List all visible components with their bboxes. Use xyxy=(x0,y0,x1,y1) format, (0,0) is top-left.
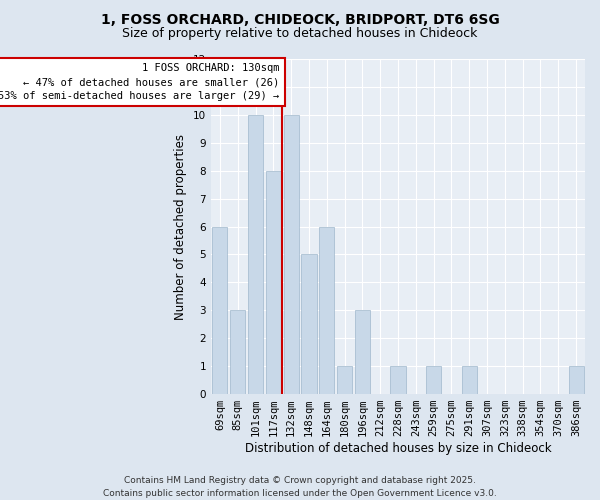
Bar xyxy=(391,366,406,394)
Text: Contains HM Land Registry data © Crown copyright and database right 2025.
Contai: Contains HM Land Registry data © Crown c… xyxy=(103,476,497,498)
Bar xyxy=(301,254,317,394)
X-axis label: Distribution of detached houses by size in Chideock: Distribution of detached houses by size … xyxy=(245,442,551,455)
Bar xyxy=(212,226,227,394)
Text: Size of property relative to detached houses in Chideock: Size of property relative to detached ho… xyxy=(122,28,478,40)
Bar xyxy=(337,366,352,394)
Bar xyxy=(355,310,370,394)
Bar xyxy=(319,226,334,394)
Text: 1, FOSS ORCHARD, CHIDEOCK, BRIDPORT, DT6 6SG: 1, FOSS ORCHARD, CHIDEOCK, BRIDPORT, DT6… xyxy=(101,12,499,26)
Bar xyxy=(248,115,263,394)
Bar xyxy=(461,366,477,394)
Bar xyxy=(569,366,584,394)
Y-axis label: Number of detached properties: Number of detached properties xyxy=(175,134,187,320)
Bar xyxy=(230,310,245,394)
Bar xyxy=(266,170,281,394)
Bar xyxy=(284,115,299,394)
Bar xyxy=(426,366,441,394)
Text: 1 FOSS ORCHARD: 130sqm
← 47% of detached houses are smaller (26)
53% of semi-det: 1 FOSS ORCHARD: 130sqm ← 47% of detached… xyxy=(0,63,280,101)
